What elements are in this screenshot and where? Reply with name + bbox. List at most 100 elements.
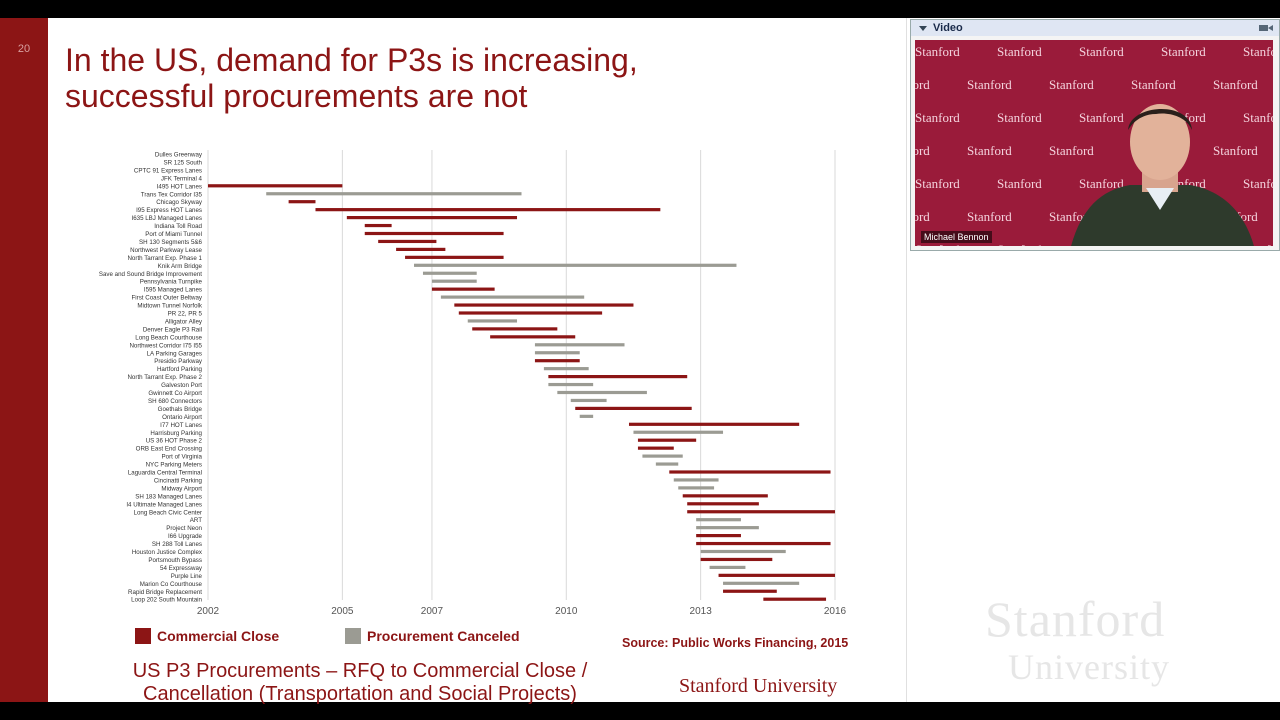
backdrop-logo-text: Stanford [997, 110, 1042, 125]
project-bar [700, 557, 773, 562]
camera-icon[interactable] [1259, 24, 1273, 32]
x-tick-label: 2010 [555, 606, 578, 617]
project-label: I595 Managed Lanes [144, 287, 202, 294]
project-bar [718, 573, 835, 577]
backdrop-logo-text: Stanford [915, 143, 930, 158]
project-bar [414, 263, 737, 267]
backdrop-logo-text: Stanford [915, 242, 960, 246]
project-label: CPTC 91 Express Lanes [134, 167, 202, 174]
project-label: Hartford Parking [157, 366, 203, 373]
project-label: Dulles Greenway [155, 152, 203, 159]
project-label: Knik Arm Bridge [158, 263, 203, 270]
project-bar [637, 438, 697, 442]
project-bar [543, 367, 589, 371]
project-bar [467, 319, 518, 323]
project-bar [696, 541, 831, 546]
backdrop-logo-text: Stanford [1049, 77, 1094, 92]
legend-swatch-canceled [345, 628, 361, 644]
chart-caption-line-1: US P3 Procurements – RFQ to Commercial C… [132, 660, 588, 682]
project-label: US 36 HOT Phase 2 [146, 438, 203, 445]
project-label: I66 Upgrade [168, 533, 203, 540]
project-label: Port of Miami Tunnel [145, 231, 202, 238]
video-panel[interactable]: Video Stanford Stanford Stanford Stanford St… [910, 19, 1280, 251]
project-label: Portsmouth Bypass [148, 557, 202, 564]
project-label: Loop 202 South Mountain [131, 597, 202, 604]
project-bar [723, 581, 800, 585]
project-bar [534, 351, 580, 355]
legend-swatch-close [135, 628, 151, 644]
backdrop-logo-text: Stanford [997, 44, 1042, 59]
slide-title-line-2: successful procurements are not [65, 78, 528, 114]
project-label: Northwest Corridor I75 I55 [129, 342, 202, 349]
project-bar [405, 255, 504, 259]
project-label: Gwinnett Co Airport [148, 390, 202, 397]
stanford-watermark: Stanford [985, 591, 1166, 647]
project-label: Project Neon [166, 525, 202, 532]
project-label: Rapid Bridge Replacement [128, 589, 202, 596]
project-bar [696, 526, 759, 530]
backdrop-logo-text: Stanford [1243, 44, 1273, 59]
backdrop-logo-text: Stanford [915, 176, 960, 191]
project-label: I4 Ultimate Managed Lanes [126, 501, 202, 508]
slide-number: 20 [17, 43, 31, 55]
video-panel-header[interactable]: Video [911, 20, 1279, 36]
backdrop-logo-text: Stanford [1213, 143, 1258, 158]
project-label: Indiana Toll Road [154, 223, 202, 230]
project-label: Chicago Skyway [156, 199, 203, 206]
project-bar [431, 287, 495, 291]
backdrop-logo-text: Stanford [997, 176, 1042, 191]
project-label: Presidio Parkway [154, 358, 203, 365]
project-bar [655, 462, 679, 466]
x-tick-label: 2002 [197, 606, 220, 617]
project-bar [422, 271, 477, 275]
project-label: Port of Virginia [162, 454, 203, 461]
project-bar [642, 454, 683, 458]
video-feed: Stanford Stanford Stanford Stanford Stanf ord… [915, 40, 1273, 246]
x-tick-label: 2005 [331, 606, 354, 617]
project-label: Goethals Bridge [158, 406, 203, 413]
project-bar [723, 589, 777, 593]
screen: 20 In the US, demand for P3s is increasi… [0, 18, 1280, 705]
project-bar [687, 502, 759, 506]
backdrop-logo-text: Stanford [915, 110, 960, 125]
project-bar [346, 216, 518, 220]
presentation-slide: 20 In the US, demand for P3s is increasi… [0, 18, 907, 705]
project-label: Laguardia Central Terminal [128, 470, 202, 477]
project-bar [700, 549, 786, 554]
project-label: Long Beach Courthouse [135, 334, 202, 341]
backdrop-logo-text: Stanford [1131, 77, 1176, 92]
x-tick-label: 2007 [421, 606, 444, 617]
project-bar [575, 406, 692, 410]
project-label: Marion Co Courthouse [140, 581, 203, 588]
backdrop-logo-text: Stanford [967, 77, 1012, 92]
project-bar [669, 470, 831, 474]
project-label: North Tarrant Exp. Phase 2 [127, 374, 202, 381]
chevron-down-icon[interactable] [919, 25, 927, 31]
project-label: First Coast Outer Beltway [132, 295, 203, 302]
project-label: I635 LBJ Managed Lanes [131, 215, 202, 222]
speaker-name-label: Michael Bennon [921, 231, 992, 243]
backdrop-logo-text: Stanford [1079, 44, 1124, 59]
backdrop-logo-text: Stanford [967, 209, 1012, 224]
backdrop-logo-text: Stanford [1079, 110, 1124, 125]
project-label: Long Beach Civic Center [134, 509, 202, 516]
x-tick-label: 2016 [824, 606, 847, 617]
project-label: Trans Tex Corridor I35 [141, 191, 203, 198]
project-bar [696, 534, 741, 538]
project-bar [687, 510, 835, 514]
backdrop-logo-text: Stanford [1079, 176, 1124, 191]
project-bar [534, 359, 580, 363]
chart-caption: US P3 Procurements – RFQ to Commercial C… [80, 660, 640, 706]
backdrop-logo-text: Stanford [1213, 77, 1258, 92]
project-label: Ontario Airport [162, 414, 202, 421]
project-label: North Tarrant Exp. Phase 1 [127, 255, 202, 262]
backdrop-logo-text: Stanford [1049, 143, 1094, 158]
slide-title-line-1: In the US, demand for P3s is increasing, [65, 42, 638, 78]
project-bar [364, 231, 504, 236]
project-bar [682, 494, 768, 498]
stanford-university-logo: Stanford University [679, 675, 838, 697]
project-label: Houston Justice Complex [132, 549, 203, 556]
chart-caption-line-2: Cancellation (Transportation and Social … [143, 683, 577, 705]
project-bar [534, 343, 625, 347]
project-label: Cincinatti Parking [154, 477, 203, 484]
